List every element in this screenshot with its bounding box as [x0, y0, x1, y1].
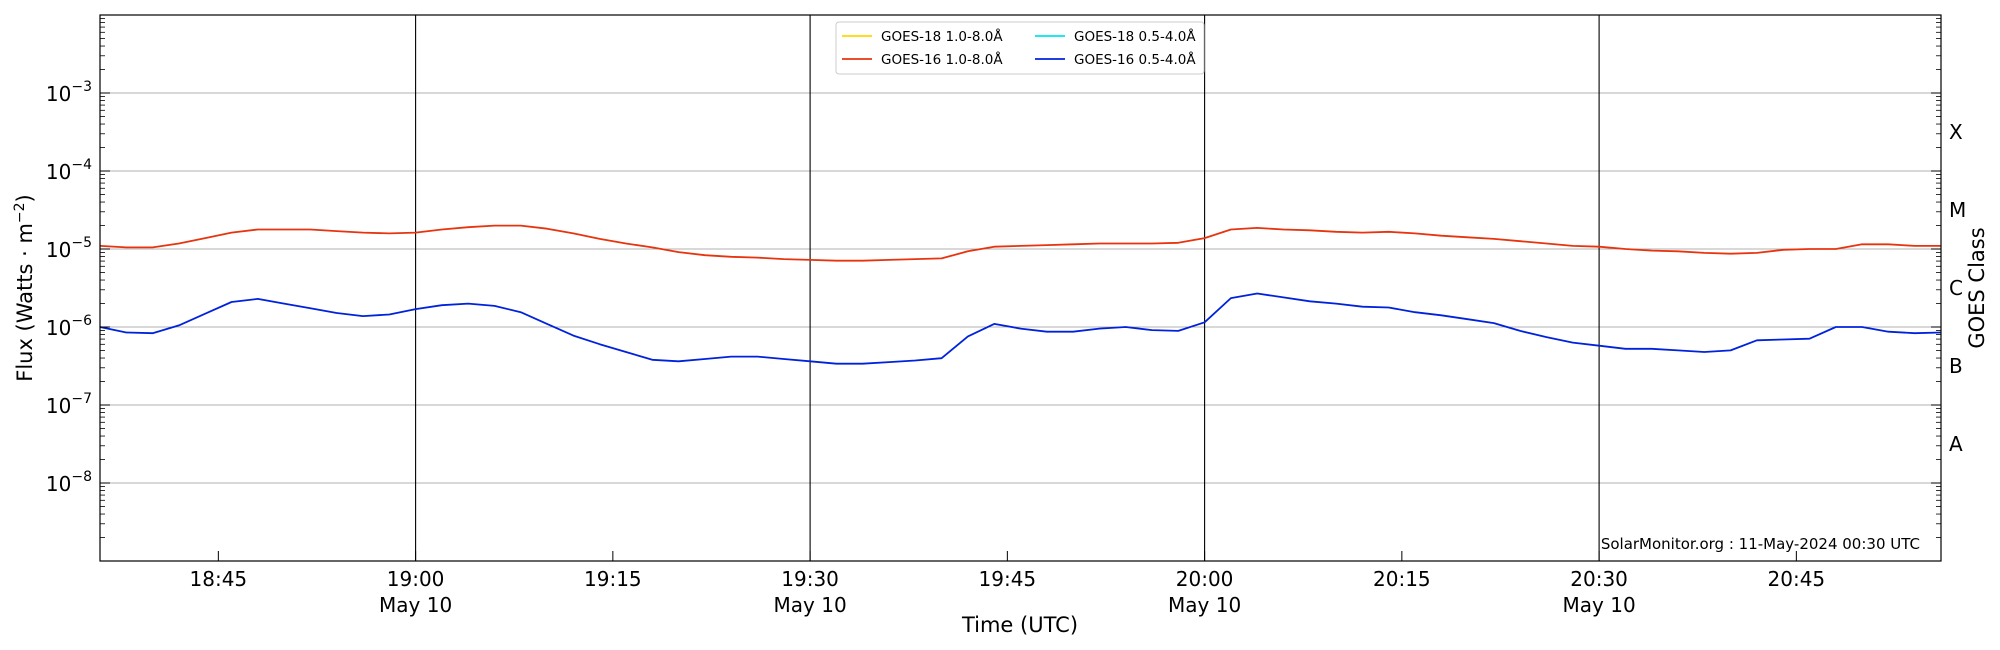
y-tick-label-4: 10−7 [46, 391, 92, 418]
x-tick-label-4: 19:45 [979, 567, 1037, 591]
x-tick-date-5: May 10 [1168, 593, 1241, 617]
x-tick-date-1: May 10 [379, 593, 452, 617]
goes-class-M: M [1949, 198, 1966, 222]
x-tick-label-7: 20:30 [1570, 567, 1628, 591]
y-tick-label-0: 10−3 [46, 79, 92, 106]
goes-class-B: B [1949, 354, 1963, 378]
series-group [99, 224, 1942, 365]
grid-lines [100, 92, 1941, 484]
x-tick-label-5: 20:00 [1176, 567, 1234, 591]
series-line-3 [99, 292, 1942, 365]
x-tick-date-3: May 10 [774, 593, 847, 617]
goes-class-labels: X M C B A [1949, 120, 1966, 456]
x-tick-date-7: May 10 [1563, 593, 1636, 617]
y-tick-label-1: 10−4 [46, 157, 92, 184]
y-tick-label-2: 10−5 [46, 235, 92, 262]
right-axis-label: GOES Class [1965, 227, 1989, 348]
y-axis-ticks: 10−3 10−4 10−5 10−6 10−7 10−8 [46, 79, 1941, 496]
legend-label-goes18-long: GOES-18 1.0-8.0Å [881, 28, 1003, 45]
credit-text: SolarMonitor.org : 11-May-2024 00:30 UTC [1601, 535, 1920, 553]
goes-class-A: A [1949, 432, 1963, 456]
x-tick-label-8: 20:45 [1768, 567, 1826, 591]
series-line-2 [99, 224, 1941, 262]
x-tick-label-0: 18:45 [190, 567, 248, 591]
x-tick-label-3: 19:30 [781, 567, 839, 591]
legend-label-goes18-short: GOES-18 0.5-4.0Å [1074, 28, 1196, 45]
y-tick-label-5: 10−8 [46, 469, 92, 496]
x-tick-label-6: 20:15 [1373, 567, 1431, 591]
legend: GOES-18 1.0-8.0Å GOES-18 0.5-4.0Å GOES-1… [835, 21, 1205, 75]
x-tick-label-2: 19:15 [584, 567, 642, 591]
vertical-hour-lines [415, 15, 1600, 561]
minor-ticks [100, 18, 1941, 538]
x-axis-label: Time (UTC) [961, 613, 1078, 637]
legend-box [835, 21, 1205, 75]
goes-class-C: C [1949, 276, 1963, 300]
plot-frame [99, 14, 1942, 562]
x-tick-label-1: 19:00 [387, 567, 445, 591]
legend-label-goes16-long: GOES-16 1.0-8.0Å [881, 51, 1003, 68]
y-tick-label-3: 10−6 [46, 313, 92, 340]
y-axis-label: Flux (Watts · m−2) [12, 194, 37, 382]
legend-label-goes16-short: GOES-16 0.5-4.0Å [1074, 51, 1196, 68]
goes-class-X: X [1949, 120, 1963, 144]
